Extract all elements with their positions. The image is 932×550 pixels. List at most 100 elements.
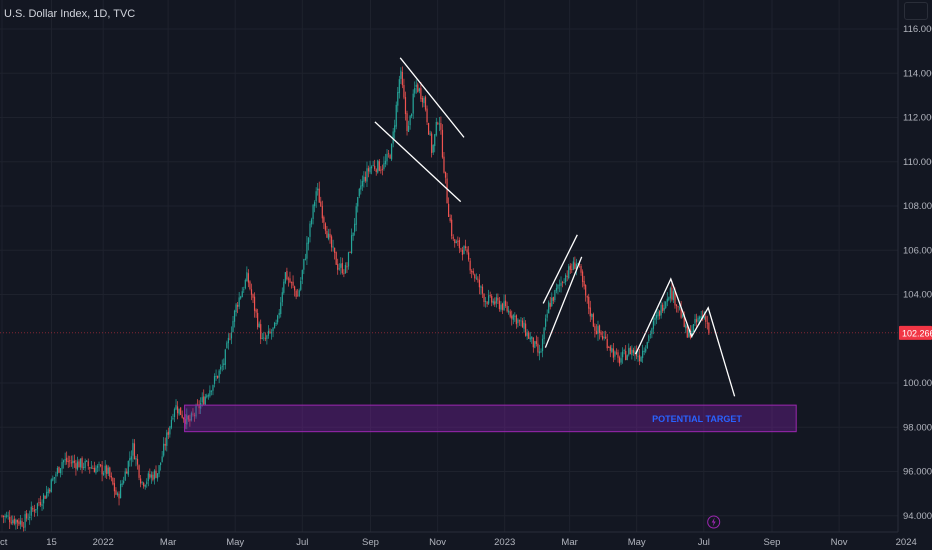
candle-body	[164, 444, 166, 446]
candle-body	[126, 471, 128, 474]
candle-body	[648, 335, 650, 341]
candle-body	[380, 169, 382, 171]
candle-body	[437, 122, 439, 124]
candle-body	[89, 467, 91, 469]
candle-body	[13, 518, 15, 524]
candle-body	[638, 355, 641, 362]
candle-body	[189, 418, 191, 422]
candle-body	[500, 304, 502, 310]
candle-body	[381, 168, 383, 170]
candle-body	[176, 406, 179, 414]
candle-body	[529, 337, 531, 340]
candle-body	[589, 307, 591, 317]
candle-body	[455, 241, 457, 244]
candle-body	[552, 297, 554, 301]
candle-body	[532, 337, 534, 348]
candle-body	[243, 289, 245, 291]
candle-body	[623, 350, 625, 352]
candle-body	[123, 480, 125, 484]
candle-body	[671, 287, 673, 300]
events-marker[interactable]	[707, 515, 721, 529]
target-zone-label: POTENTIAL TARGET	[652, 414, 742, 424]
candle-body	[50, 479, 52, 493]
candle-body	[508, 310, 510, 313]
candle-body	[1, 515, 3, 517]
candle-body	[90, 467, 92, 469]
candle-body	[697, 317, 699, 322]
price-axis[interactable]: 116.000 114.000 112.000 110.000 108.000 106.0…	[897, 0, 932, 550]
candle-body	[172, 418, 174, 420]
candle-body	[304, 258, 306, 260]
candle-body	[578, 264, 581, 265]
candle-body	[649, 334, 651, 335]
candle-body	[640, 357, 642, 362]
candle-body	[146, 481, 148, 485]
candle-body	[337, 264, 339, 270]
candle-body	[161, 456, 163, 462]
candle-body	[466, 249, 468, 253]
candle-body	[495, 297, 497, 304]
candle-body	[392, 131, 394, 144]
candle-body	[127, 460, 129, 475]
candle-body	[609, 346, 611, 351]
candle-body	[568, 266, 570, 279]
candle-body	[354, 223, 356, 232]
candle-body	[35, 509, 37, 511]
candle-body	[404, 97, 407, 115]
settings-button[interactable]	[904, 2, 928, 20]
candle-body	[135, 457, 137, 460]
candle-body	[227, 337, 229, 344]
candle-body	[15, 519, 17, 525]
candle-body	[700, 316, 702, 318]
candle-body	[614, 351, 616, 357]
candle-body	[12, 520, 14, 524]
candle-body	[484, 300, 487, 302]
candle-body	[130, 456, 132, 460]
candle-body	[290, 281, 293, 283]
candle-body	[153, 470, 156, 480]
candle-body	[421, 98, 424, 103]
y-tick-label: 96.000	[903, 467, 932, 478]
candle-body	[341, 262, 343, 274]
candle-body	[61, 462, 63, 469]
candle-body	[374, 165, 376, 169]
candle-body	[383, 163, 385, 169]
candle-body	[309, 223, 311, 237]
candle-body	[662, 304, 664, 312]
candle-body	[229, 338, 231, 340]
candle-body	[651, 328, 653, 334]
x-tick-label: Jul	[296, 537, 308, 548]
candle-body	[608, 347, 610, 348]
candle-body	[672, 291, 675, 300]
candle-body	[9, 516, 11, 523]
candle-body	[541, 338, 544, 352]
candle-body	[266, 335, 268, 340]
candle-body	[481, 286, 484, 294]
candle-body	[434, 134, 436, 147]
candle-body	[21, 521, 23, 527]
candle-body	[307, 237, 310, 244]
candle-body	[44, 495, 46, 499]
candle-body	[477, 278, 479, 280]
candle-body	[565, 275, 567, 283]
candle-body	[446, 178, 448, 204]
candle-body	[371, 166, 373, 169]
candle-body	[394, 125, 396, 133]
candle-body	[312, 204, 314, 220]
candle-body	[10, 522, 12, 524]
candle-body	[538, 351, 541, 354]
candle-body	[509, 311, 511, 317]
candle-body	[270, 332, 273, 334]
candle-body	[531, 336, 533, 339]
candle-body	[521, 320, 524, 328]
candle-body	[449, 217, 451, 221]
candle-body	[549, 303, 551, 307]
y-tick-label: 98.000	[903, 422, 932, 433]
candle-body	[478, 279, 480, 288]
candle-body	[581, 271, 584, 282]
candle-body	[586, 296, 588, 298]
candle-body	[646, 342, 648, 349]
time-axis[interactable]: ct 15 2022 Mar May Jul Sep Nov 2023 Mar May Jul Sep N…	[0, 531, 932, 548]
